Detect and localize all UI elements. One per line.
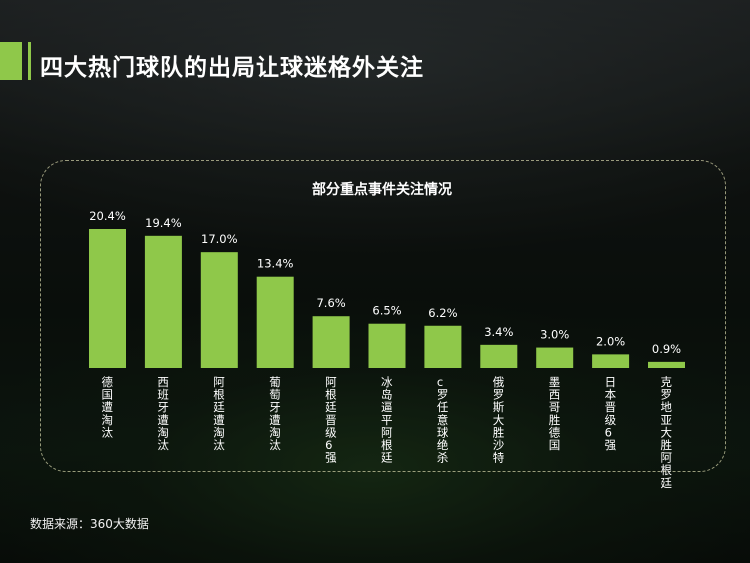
value-label-1: 19.4% (145, 216, 182, 230)
source-note: 数据来源：360大数据 (30, 517, 149, 531)
title-accent-line (28, 42, 31, 80)
value-label-6: 6.2% (428, 306, 457, 320)
value-label-0: 20.4% (89, 209, 126, 223)
category-label-8: 墨西哥胜德国 (549, 375, 561, 452)
category-label-5: 冰岛逼平阿根廷 (381, 375, 393, 465)
value-label-2: 17.0% (201, 232, 238, 246)
bar-1 (144, 235, 182, 368)
bar-3 (256, 276, 294, 368)
category-label-0: 德国遭淘汰 (102, 375, 114, 439)
bar-7 (480, 344, 518, 368)
bar-8 (536, 347, 574, 368)
value-label-7: 3.4% (484, 325, 513, 339)
chart-frame (40, 160, 726, 472)
category-label-6: c 罗任意球绝杀 (437, 375, 449, 465)
value-label-3: 13.4% (257, 257, 294, 271)
category-label-9: 日本晋级 6 强 (605, 375, 617, 452)
bar-5 (368, 323, 406, 368)
value-label-8: 3.0% (540, 328, 569, 342)
value-label-9: 2.0% (596, 334, 625, 348)
bar-0 (89, 229, 126, 368)
category-label-1: 西班牙遭淘汰 (157, 375, 169, 452)
chart-title: 部分重点事件关注情况 (312, 182, 452, 198)
bar-2 (200, 252, 238, 368)
bar-4 (312, 316, 350, 368)
value-label-10: 0.9% (652, 342, 681, 356)
page-title: 四大热门球队的出局让球迷格外关注 (40, 55, 424, 81)
title-accent-bar (0, 42, 22, 80)
bar-10 (648, 361, 685, 368)
category-label-3: 葡萄牙遭淘汰 (269, 375, 281, 452)
category-label-2: 阿根廷遭淘汰 (213, 375, 225, 452)
bar-9 (592, 354, 630, 368)
category-label-4: 阿根廷晋级 6 强 (325, 375, 337, 465)
category-label-7: 俄罗斯大胜沙特 (493, 375, 505, 465)
category-label-10: 克罗地亚大胜阿根廷 (661, 375, 673, 490)
value-label-4: 7.6% (316, 296, 345, 310)
value-label-5: 6.5% (372, 304, 401, 318)
bar-6 (424, 325, 462, 368)
